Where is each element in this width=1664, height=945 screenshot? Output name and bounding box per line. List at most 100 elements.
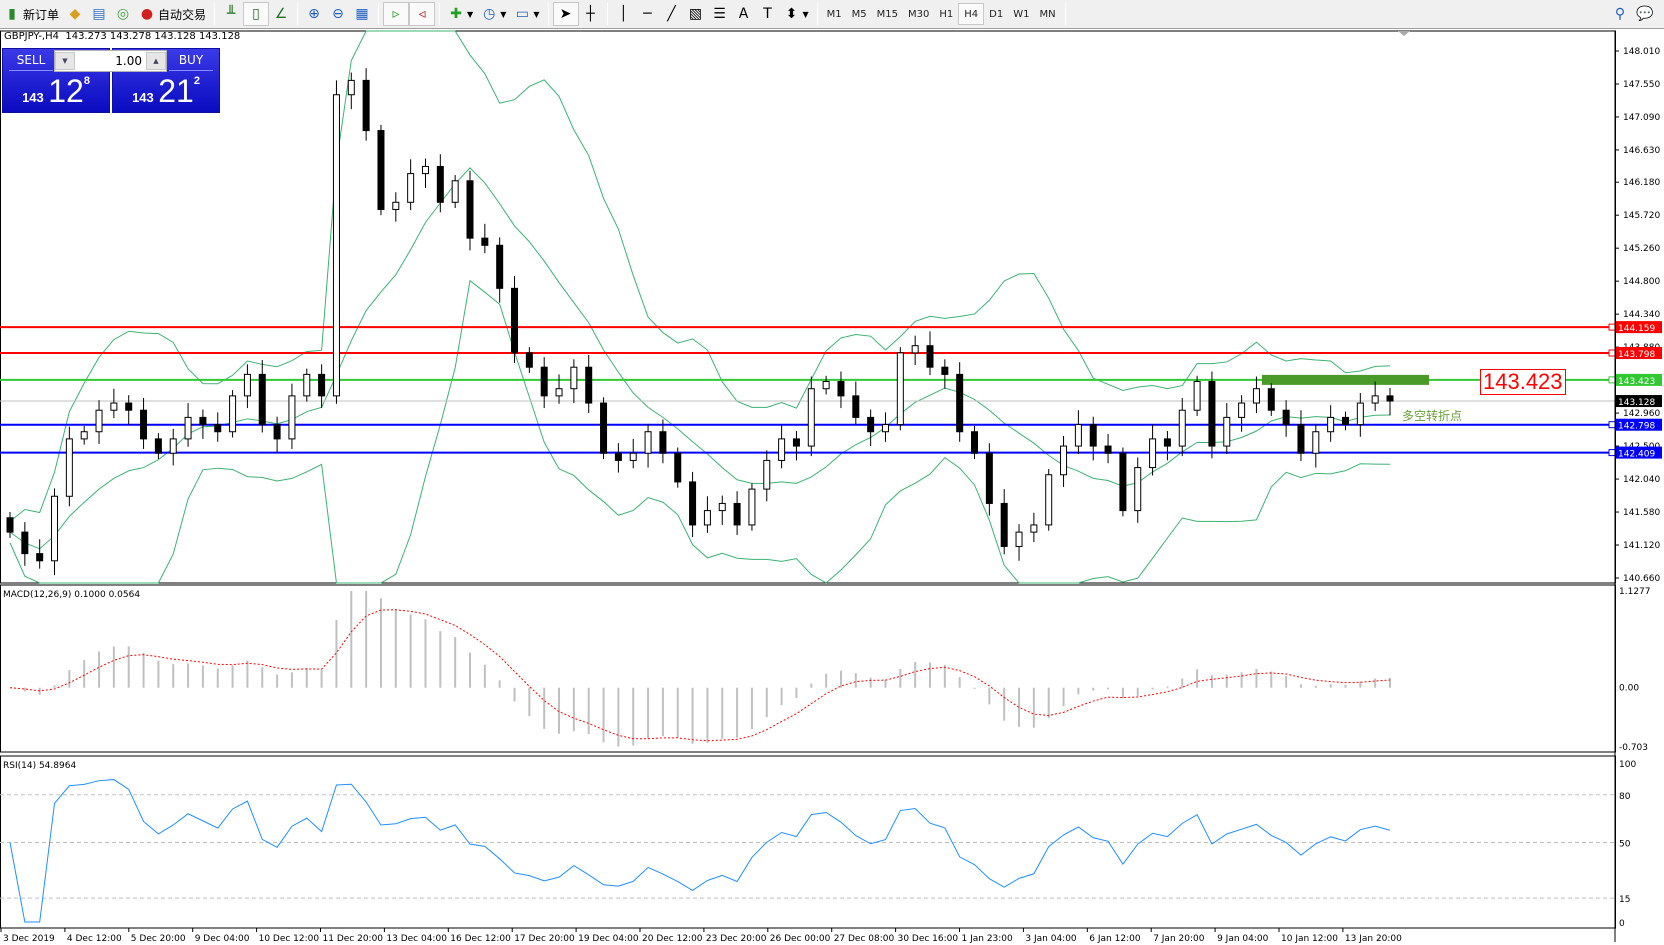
candle bbox=[1119, 447, 1127, 517]
candle bbox=[629, 438, 637, 469]
chat-button[interactable]: 💬 bbox=[1632, 2, 1656, 26]
horizontal-line-button[interactable]: ─ bbox=[636, 2, 660, 26]
line-chart-button[interactable]: ∠ bbox=[269, 2, 293, 26]
time-label: 20 Dec 12:00 bbox=[642, 934, 703, 944]
zoom-out-button[interactable]: ⊖ bbox=[326, 2, 350, 26]
candle bbox=[288, 383, 296, 449]
annotation-text[interactable]: 多空转折点 bbox=[1402, 409, 1463, 423]
equidistant-channel-button[interactable]: ▧ bbox=[684, 2, 708, 26]
candle-body bbox=[377, 130, 385, 210]
text-button[interactable]: A bbox=[732, 2, 756, 26]
lot-size-input[interactable]: 1.00 bbox=[115, 54, 142, 68]
rectangle-object bbox=[1262, 374, 1429, 385]
time-label: 7 Jan 20:00 bbox=[1153, 934, 1205, 944]
add-indicator-icon: ✚ bbox=[450, 6, 462, 22]
timeframe-d1[interactable]: D1 bbox=[989, 8, 1004, 20]
candle-body bbox=[778, 438, 786, 461]
timeframe-w1[interactable]: W1 bbox=[1013, 8, 1030, 20]
time-label: 1 Jan 23:00 bbox=[962, 934, 1014, 944]
auto-scroll-button[interactable]: ▹ bbox=[383, 2, 410, 26]
candle-body bbox=[822, 381, 830, 390]
candle-body bbox=[1356, 402, 1364, 426]
candle-body bbox=[1297, 424, 1305, 454]
candle-body bbox=[140, 409, 148, 440]
auto-trading-icon: ● bbox=[140, 6, 154, 22]
candle-body bbox=[51, 495, 59, 562]
horizontal-line-icon: ─ bbox=[643, 6, 652, 22]
vertical-line-button[interactable]: │ bbox=[612, 2, 636, 26]
candle bbox=[481, 223, 489, 254]
timeframe-h4[interactable]: H4 bbox=[958, 3, 985, 25]
lot-increase-button[interactable]: ▲ bbox=[146, 52, 166, 70]
indicators-button[interactable]: ✚ ▼ bbox=[444, 2, 477, 26]
candle bbox=[110, 388, 118, 419]
candle-body bbox=[332, 94, 340, 397]
candle-body bbox=[110, 402, 118, 411]
price-label-object[interactable]: 143.423 bbox=[1480, 369, 1566, 395]
auto-trading-button[interactable]: ● 自动交易 bbox=[135, 2, 210, 26]
line-anchor bbox=[1608, 349, 1616, 357]
candle bbox=[421, 158, 429, 188]
chart-shift-button[interactable]: ◃ bbox=[409, 2, 436, 26]
candle-body bbox=[1104, 445, 1112, 454]
market-watch-button[interactable]: ◆ bbox=[63, 2, 87, 26]
data-window-button[interactable]: ▤ bbox=[87, 2, 111, 26]
timeframe-m15[interactable]: M15 bbox=[876, 8, 899, 20]
templates-button[interactable]: ▭ ▼ bbox=[510, 2, 543, 26]
candle-body bbox=[867, 416, 875, 433]
candle bbox=[674, 447, 682, 488]
candle bbox=[1208, 371, 1216, 459]
rsi-tick-label: 50 bbox=[1619, 840, 1631, 850]
candle-body bbox=[125, 402, 133, 411]
periods-button[interactable]: ◷ ▼ bbox=[477, 2, 510, 26]
candle-body bbox=[169, 438, 177, 454]
candlestick-button[interactable]: ▯ bbox=[243, 2, 270, 26]
candle-body bbox=[95, 409, 103, 433]
arrows-icon: ⬍ bbox=[785, 6, 798, 22]
timeframe-m30[interactable]: M30 bbox=[908, 8, 930, 20]
candle bbox=[1297, 410, 1305, 462]
lot-decrease-button[interactable]: ▼ bbox=[55, 52, 75, 70]
signals-button[interactable]: ◎ bbox=[111, 2, 135, 26]
cursor-button[interactable]: ➤ bbox=[552, 2, 579, 26]
price-tick-label: 148.010 bbox=[1623, 47, 1660, 57]
candle bbox=[570, 359, 578, 404]
candle bbox=[436, 154, 444, 213]
zoom-in-button[interactable]: ⊕ bbox=[302, 2, 326, 26]
chart-shift-marker bbox=[1398, 31, 1410, 36]
divider bbox=[547, 3, 549, 25]
macd-pane-frame bbox=[0, 584, 1616, 753]
text-label-button[interactable]: T bbox=[756, 2, 780, 26]
time-label: 26 Dec 00:00 bbox=[770, 934, 831, 944]
candle-body bbox=[941, 366, 949, 375]
bar-chart-button[interactable]: ╨ bbox=[219, 2, 243, 26]
divider bbox=[378, 3, 380, 25]
timeframe-m1[interactable]: M1 bbox=[826, 8, 842, 20]
timeframe-h1[interactable]: H1 bbox=[939, 8, 954, 20]
new-order-button[interactable]: ▮ 新订单 bbox=[0, 2, 63, 26]
candle-body bbox=[748, 488, 756, 526]
candle bbox=[1371, 381, 1379, 411]
lot-size-stepper[interactable]: ▼ 1.00 ▲ bbox=[54, 50, 167, 72]
timeframe-mn[interactable]: MN bbox=[1039, 8, 1056, 20]
arrows-button[interactable]: ⬍ ▼ bbox=[780, 2, 813, 26]
timeframe-m5[interactable]: M5 bbox=[851, 8, 867, 20]
crosshair-button[interactable]: ┼ bbox=[579, 2, 603, 26]
search-button[interactable]: ⚲ bbox=[1608, 2, 1632, 26]
cursor-arrow-icon: ➤ bbox=[559, 6, 572, 22]
candle-body bbox=[525, 352, 533, 368]
fibonacci-button[interactable]: ☰ bbox=[708, 2, 732, 26]
rsi-line bbox=[9, 779, 1391, 923]
candle-body bbox=[1238, 402, 1246, 418]
candle bbox=[763, 450, 771, 502]
tile-windows-button[interactable]: ▦ bbox=[350, 2, 374, 26]
macd-tick-label: 0.00 bbox=[1619, 684, 1639, 694]
candle-body bbox=[318, 373, 326, 397]
candle-body bbox=[718, 502, 726, 512]
price-tick-label: 147.550 bbox=[1623, 80, 1660, 90]
candle-body bbox=[1060, 445, 1068, 476]
trendline-button[interactable]: ╱ bbox=[660, 2, 684, 26]
rsi-tick-label: 15 bbox=[1619, 895, 1630, 905]
time-label: 9 Dec 04:00 bbox=[195, 934, 250, 944]
